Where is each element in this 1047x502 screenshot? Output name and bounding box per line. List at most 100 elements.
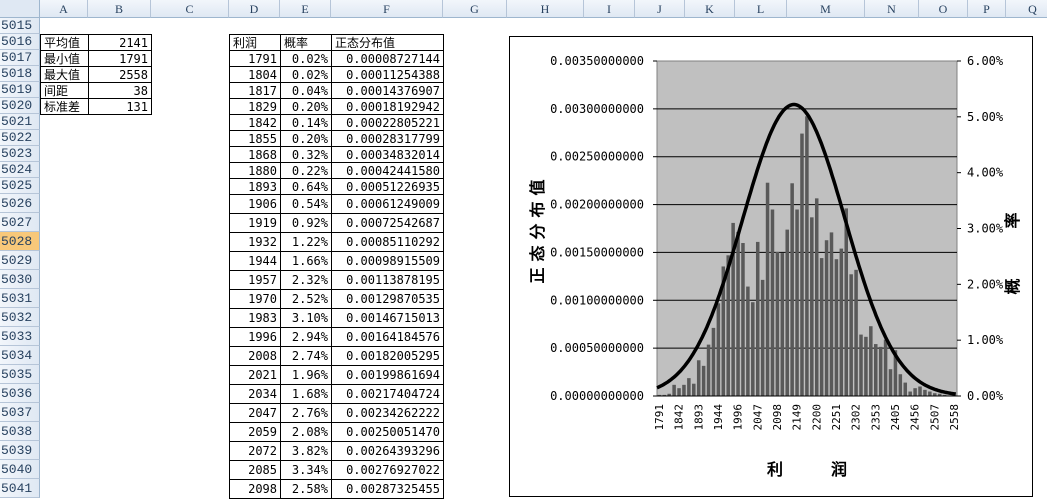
normal-value-cell[interactable]: 0.00146715013	[331, 308, 444, 328]
normal-value-cell[interactable]: 0.00129870535	[331, 289, 444, 309]
table-header[interactable]: 利润	[229, 34, 281, 51]
profit-cell[interactable]: 2008	[229, 346, 281, 366]
column-header-C[interactable]: C	[151, 0, 229, 18]
probability-cell[interactable]: 2.08%	[280, 422, 332, 442]
row-header-5017[interactable]: 5017	[0, 50, 40, 66]
column-header-M[interactable]: M	[787, 0, 865, 18]
column-header-L[interactable]: L	[735, 0, 787, 18]
normal-value-cell[interactable]: 0.00276927022	[331, 460, 444, 480]
profit-cell[interactable]: 2059	[229, 422, 281, 442]
stat-label[interactable]: 最大值	[40, 66, 89, 83]
normal-value-cell[interactable]: 0.00250051470	[331, 422, 444, 442]
probability-cell[interactable]: 0.02%	[280, 50, 332, 67]
normal-value-cell[interactable]: 0.00042441580	[331, 162, 444, 179]
probability-cell[interactable]: 2.32%	[280, 270, 332, 290]
row-header-5036[interactable]: 5036	[0, 384, 40, 403]
normal-value-cell[interactable]: 0.00264393296	[331, 441, 444, 461]
profit-cell[interactable]: 1970	[229, 289, 281, 309]
column-header-A[interactable]: A	[40, 0, 88, 18]
column-header-I[interactable]: I	[584, 0, 635, 18]
probability-cell[interactable]: 1.66%	[280, 251, 332, 271]
stat-value[interactable]: 2558	[88, 66, 152, 83]
normal-value-cell[interactable]: 0.00011254388	[331, 66, 444, 83]
probability-cell[interactable]: 1.22%	[280, 232, 332, 252]
profit-cell[interactable]: 2085	[229, 460, 281, 480]
probability-cell[interactable]: 0.14%	[280, 114, 332, 131]
probability-cell[interactable]: 3.34%	[280, 460, 332, 480]
table-header[interactable]: 正态分布值	[331, 34, 444, 51]
stat-label[interactable]: 标准差	[40, 98, 89, 115]
row-header-5022[interactable]: 5022	[0, 130, 40, 146]
row-header-5020[interactable]: 5020	[0, 98, 40, 114]
probability-cell[interactable]: 3.82%	[280, 441, 332, 461]
row-header-5039[interactable]: 5039	[0, 441, 40, 460]
probability-cell[interactable]: 0.92%	[280, 213, 332, 233]
normal-value-cell[interactable]: 0.00018192942	[331, 98, 444, 115]
row-header-5021[interactable]: 5021	[0, 114, 40, 130]
row-header-5015[interactable]: 5015	[0, 18, 40, 34]
column-header-G[interactable]: G	[443, 0, 507, 18]
normal-value-cell[interactable]: 0.00098915509	[331, 251, 444, 271]
normal-value-cell[interactable]: 0.00061249009	[331, 194, 444, 214]
column-header-Q[interactable]: Q	[1006, 0, 1047, 18]
normal-value-cell[interactable]: 0.00287325455	[331, 479, 444, 499]
profit-cell[interactable]: 1996	[229, 327, 281, 347]
normal-value-cell[interactable]: 0.00113878195	[331, 270, 444, 290]
row-header-5033[interactable]: 5033	[0, 327, 40, 346]
stat-label[interactable]: 最小值	[40, 50, 89, 67]
stat-value[interactable]: 2141	[88, 34, 152, 51]
column-header-F[interactable]: F	[331, 0, 443, 18]
normal-value-cell[interactable]: 0.00164184576	[331, 327, 444, 347]
stat-label[interactable]: 平均值	[40, 34, 89, 51]
normal-value-cell[interactable]: 0.00022805221	[331, 114, 444, 131]
profit-cell[interactable]: 2047	[229, 403, 281, 423]
profit-cell[interactable]: 1842	[229, 114, 281, 131]
probability-cell[interactable]: 2.94%	[280, 327, 332, 347]
column-header-E[interactable]: E	[280, 0, 331, 18]
probability-cell[interactable]: 0.64%	[280, 178, 332, 195]
profit-cell[interactable]: 2072	[229, 441, 281, 461]
column-header-H[interactable]: H	[507, 0, 584, 18]
profit-cell[interactable]: 1983	[229, 308, 281, 328]
row-header-5031[interactable]: 5031	[0, 289, 40, 308]
column-header-P[interactable]: P	[968, 0, 1006, 18]
column-header-K[interactable]: K	[685, 0, 735, 18]
normal-value-cell[interactable]: 0.00008727144	[331, 50, 444, 67]
normal-value-cell[interactable]: 0.00085110292	[331, 232, 444, 252]
row-header-5032[interactable]: 5032	[0, 308, 40, 327]
row-header-5024[interactable]: 5024	[0, 162, 40, 178]
profit-cell[interactable]: 1893	[229, 178, 281, 195]
probability-cell[interactable]: 0.54%	[280, 194, 332, 214]
probability-cell[interactable]: 0.20%	[280, 98, 332, 115]
normal-value-cell[interactable]: 0.00034832014	[331, 146, 444, 163]
stat-value[interactable]: 1791	[88, 50, 152, 67]
row-header-5030[interactable]: 5030	[0, 270, 40, 289]
probability-cell[interactable]: 2.58%	[280, 479, 332, 499]
row-header-5018[interactable]: 5018	[0, 66, 40, 82]
probability-cell[interactable]: 2.74%	[280, 346, 332, 366]
normal-value-cell[interactable]: 0.00234262222	[331, 403, 444, 423]
row-header-5019[interactable]: 5019	[0, 82, 40, 98]
probability-cell[interactable]: 2.52%	[280, 289, 332, 309]
profit-cell[interactable]: 1829	[229, 98, 281, 115]
normal-value-cell[interactable]: 0.00072542687	[331, 213, 444, 233]
row-header-5023[interactable]: 5023	[0, 146, 40, 162]
probability-cell[interactable]: 0.04%	[280, 82, 332, 99]
row-header-5038[interactable]: 5038	[0, 422, 40, 441]
profit-cell[interactable]: 1919	[229, 213, 281, 233]
normal-value-cell[interactable]: 0.00199861694	[331, 365, 444, 385]
select-all-corner[interactable]	[0, 0, 40, 18]
normal-value-cell[interactable]: 0.00051226935	[331, 178, 444, 195]
stat-label[interactable]: 间距	[40, 82, 89, 99]
profit-cell[interactable]: 1932	[229, 232, 281, 252]
profit-cell[interactable]: 2034	[229, 384, 281, 404]
normal-value-cell[interactable]: 0.00182005295	[331, 346, 444, 366]
normal-value-cell[interactable]: 0.00028317799	[331, 130, 444, 147]
row-header-5029[interactable]: 5029	[0, 251, 40, 270]
profit-cell[interactable]: 1791	[229, 50, 281, 67]
probability-cell[interactable]: 3.10%	[280, 308, 332, 328]
row-header-5016[interactable]: 5016	[0, 34, 40, 50]
row-header-5027[interactable]: 5027	[0, 213, 40, 232]
column-header-J[interactable]: J	[635, 0, 685, 18]
normal-value-cell[interactable]: 0.00217404724	[331, 384, 444, 404]
